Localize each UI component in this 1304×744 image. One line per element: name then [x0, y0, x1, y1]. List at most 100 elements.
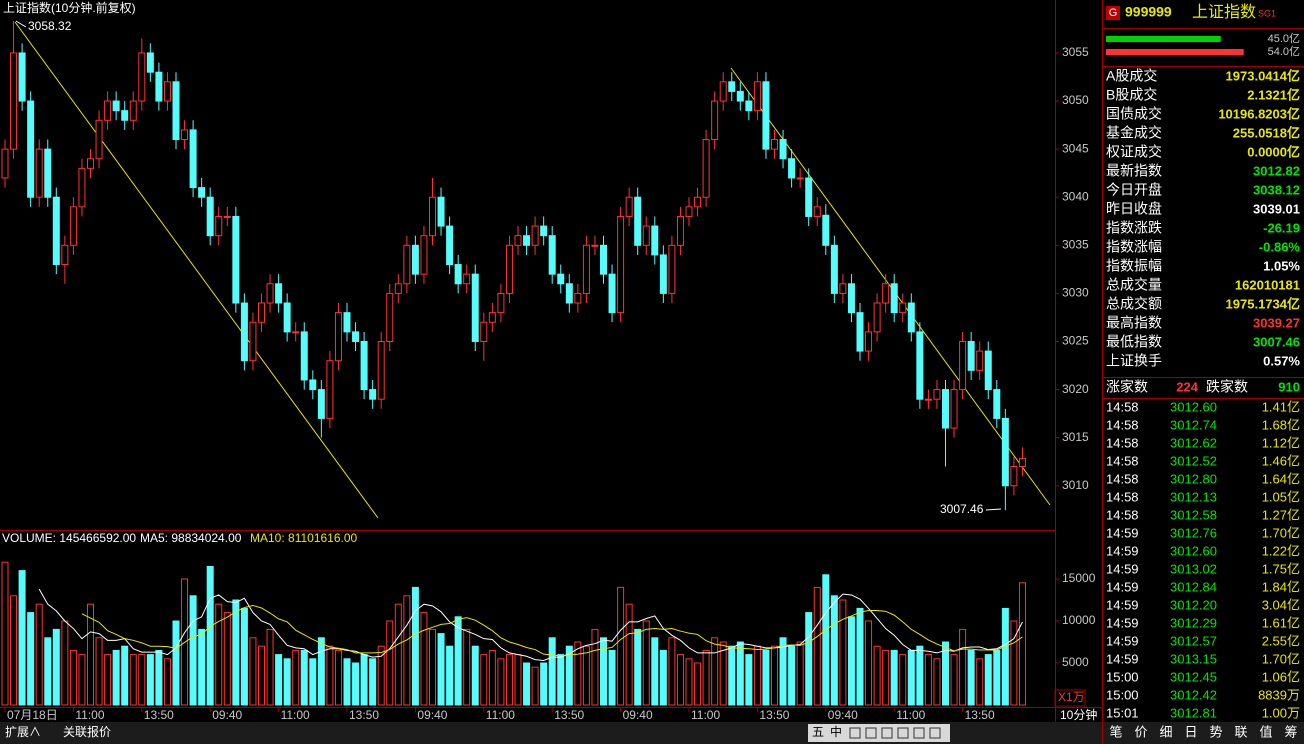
volume-bar: [942, 641, 949, 706]
volume-bar: [668, 637, 676, 706]
tick-volume: 1.84亿: [1262, 579, 1300, 594]
candle-body: [44, 148, 52, 198]
tool-button[interactable]: 中: [830, 724, 842, 739]
tick-price: 3012.20: [1170, 597, 1217, 612]
tab[interactable]: 价: [1134, 724, 1147, 739]
volume-bar: [753, 645, 761, 706]
legend-entry: MA10: 81101616.00: [250, 531, 358, 545]
stat-label: 最新指数: [1106, 163, 1162, 179]
candle-body: [950, 389, 958, 429]
candle-body: [429, 196, 436, 237]
volume-bar: [959, 628, 967, 706]
tool-button[interactable]: 五: [812, 725, 824, 739]
volume-bar: [617, 586, 625, 706]
stat-label: 总成交量: [1106, 277, 1162, 293]
tab[interactable]: 日: [1184, 724, 1197, 739]
volume-bar: [369, 658, 377, 706]
candle-body: [463, 273, 471, 285]
candle-body: [548, 235, 556, 275]
volume-bar: [719, 641, 727, 706]
toolbar-button[interactable]: 关联报价: [63, 724, 111, 739]
candle-body: [523, 235, 531, 246]
stat-label: 国债成交: [1106, 106, 1162, 122]
tick-time: 14:59: [1106, 543, 1139, 558]
candle-body: [531, 225, 539, 246]
stat-label: A股成交: [1106, 68, 1157, 84]
low-annotation: 3007.46: [940, 502, 984, 516]
candle-body: [676, 215, 684, 246]
candle-body: [890, 283, 898, 314]
toolbar-button[interactable]: 扩展∧: [5, 725, 41, 739]
volume-bar: [429, 628, 436, 706]
candle-body: [565, 283, 573, 304]
volume-bar: [52, 628, 60, 706]
candle-body: [360, 340, 368, 391]
volume-bar: [916, 645, 924, 706]
tool-icon[interactable]: [881, 727, 893, 739]
volume-bar: [1, 561, 9, 706]
volume-bar: [480, 654, 488, 706]
tool-icon[interactable]: [913, 727, 925, 739]
volume-bar: [471, 645, 479, 706]
candle-body: [52, 196, 60, 266]
volume-bar: [69, 649, 77, 706]
tick-time: 14:58: [1106, 507, 1139, 522]
candle-body: [497, 292, 505, 314]
volume-bar: [129, 654, 137, 706]
candle-body: [959, 340, 967, 391]
x-tick-label: 13:50: [759, 708, 789, 722]
tick-volume: 1.75亿: [1262, 561, 1300, 576]
tab[interactable]: 值: [1259, 724, 1272, 739]
index-name: 上证指数: [1192, 3, 1256, 21]
candle-body: [745, 100, 753, 112]
candle-body: [163, 81, 171, 102]
y-tick-label: 10000: [1062, 613, 1096, 627]
candle-body: [822, 214, 830, 246]
tick-volume: 1.68亿: [1262, 417, 1300, 432]
tab[interactable]: 笔: [1109, 724, 1122, 739]
candle-body: [240, 302, 248, 362]
volume-bar: [463, 628, 471, 706]
stat-value: 3039.27: [1253, 315, 1300, 330]
volume-bar: [591, 628, 599, 706]
tool-icon[interactable]: [865, 727, 877, 739]
volume-bar: [411, 586, 419, 706]
candle-body: [317, 389, 325, 419]
candle-body: [181, 129, 189, 141]
volume-bar: [334, 649, 342, 706]
volume-bar: [240, 607, 248, 706]
volume-bar: [856, 607, 864, 706]
stat-value: 162010181: [1235, 277, 1300, 292]
candle-body: [711, 100, 719, 141]
tick-price: 3013.02: [1170, 561, 1217, 576]
tick-time: 14:58: [1106, 417, 1139, 432]
volume-bar: [309, 658, 317, 706]
tab[interactable]: 联: [1234, 724, 1247, 739]
candle-body: [788, 158, 796, 179]
tab[interactable]: 筹: [1284, 724, 1297, 739]
period-label[interactable]: 10分钟: [1060, 707, 1097, 722]
tool-icon[interactable]: [897, 727, 909, 739]
stat-value: 3039.01: [1253, 201, 1300, 216]
candle-body: [369, 389, 377, 400]
candle-body: [138, 52, 146, 102]
tool-icon[interactable]: [849, 727, 861, 739]
volume-bar: [565, 645, 573, 706]
volume-bar: [582, 645, 590, 706]
tab[interactable]: 势: [1209, 724, 1222, 739]
candle-body: [651, 225, 659, 256]
volume-bar: [78, 654, 86, 706]
candle-body: [839, 283, 847, 294]
candle-body: [420, 235, 428, 275]
candle-body: [129, 100, 137, 121]
volume-bar: [95, 637, 103, 706]
trend-line: [14, 21, 379, 519]
tick-time: 14:59: [1106, 561, 1139, 576]
tab[interactable]: 细: [1159, 724, 1172, 739]
tool-icon[interactable]: [929, 727, 941, 739]
y-tick-label: 3025: [1062, 334, 1089, 348]
tick-volume: 1.05亿: [1262, 489, 1300, 504]
x-tick-label: 11:00: [486, 708, 515, 722]
volume-bar: [258, 645, 265, 706]
tick-volume: 1.64亿: [1262, 471, 1300, 486]
